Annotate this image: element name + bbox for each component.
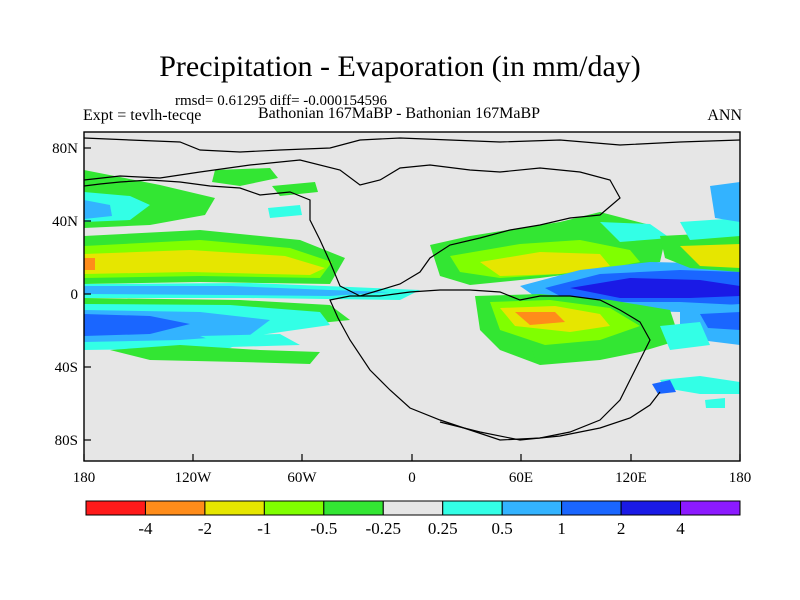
y-tick-label: 40S [55, 360, 78, 376]
southeast-cyan-edge [660, 322, 710, 350]
x-tick-label: 180 [729, 470, 752, 486]
experiment-label: Expt = tevlh-tecqe [83, 107, 202, 124]
x-tick-label: 0 [408, 470, 416, 486]
colorbar-swatch [620, 500, 682, 516]
colorbar-label: -1 [257, 519, 271, 538]
stats-line: rmsd= 0.61295 diff= -0.000154596 [175, 93, 388, 109]
south-pacific-cyan-streak [200, 334, 300, 347]
colorbar-label: -0.25 [366, 519, 401, 538]
southern-storm-core [652, 380, 676, 394]
colorbar-swatch [204, 500, 265, 516]
south-pacific-dry-streak [110, 345, 320, 364]
y-tick-label: 80N [52, 141, 78, 157]
arctic-coastline [84, 137, 740, 153]
colorbar-label: -4 [138, 519, 153, 538]
east-tethys-yellow [680, 244, 740, 268]
subtitle: Bathonian 167MaBP - Bathonian 167MaBP [258, 105, 541, 122]
colorbar-label: 4 [676, 519, 685, 538]
tethys-wet-core [570, 278, 740, 298]
north-atlantic-green-blob [212, 168, 278, 186]
colorbar-label: -2 [198, 519, 212, 538]
colorbar-swatch [323, 500, 384, 516]
x-tick-label: 60E [509, 470, 533, 486]
x-tick-label: 120W [175, 470, 213, 486]
colorbar-label: 2 [617, 519, 626, 538]
colorbar-swatch [561, 500, 622, 516]
colorbar: -4 -2 -1 -0.5 -0.25 0.25 0.5 1 2 4 [85, 500, 741, 538]
colorbar-swatch [263, 500, 325, 516]
colorbar-label: 0.25 [428, 519, 458, 538]
colorbar-swatch [501, 500, 563, 516]
gondwana-coastline [329, 289, 651, 441]
y-tick-label: 0 [71, 287, 79, 303]
north-pacific-wet-core-2 [84, 200, 112, 219]
southern-storm-track [660, 376, 740, 394]
y-tick-label: 80S [55, 433, 78, 449]
north-pacific-dry-band-max [84, 258, 95, 270]
colorbar-label: 0.5 [492, 519, 513, 538]
colorbar-swatch [144, 500, 206, 516]
colorbar-swatch [680, 500, 741, 516]
east-tethys-blue [710, 182, 740, 222]
tethys-dry-core [480, 252, 610, 276]
season-label: ANN [707, 107, 742, 124]
south-green-spot [530, 345, 560, 360]
x-tick-label: 120E [615, 470, 647, 486]
laurasia-coastline [84, 159, 621, 297]
east-tethys-cyan [680, 218, 740, 240]
axis-ticks [83, 147, 741, 461]
colorbar-label: -0.5 [310, 519, 337, 538]
far-south-cyan-spot [705, 398, 725, 408]
colorbar-swatch [382, 500, 444, 516]
antarctic-coastline [439, 391, 661, 441]
tethys-cyan-top [600, 222, 670, 242]
x-tick-label: 180 [73, 470, 96, 486]
south-pacific-wet-core [84, 314, 190, 336]
colorbar-swatch [85, 500, 146, 516]
plot-title: Precipitation - Evaporation (in mm/day) [159, 50, 641, 83]
x-tick-labels: 180 120W 60W 0 60E 120E 180 [73, 470, 752, 486]
x-tick-label: 60W [287, 470, 317, 486]
southern-tethys-max [515, 312, 565, 325]
north-atlantic-cyan-patch [268, 205, 302, 218]
anomaly-field [84, 168, 740, 408]
y-tick-labels: 80N 40N 0 40S 80S [52, 141, 78, 449]
y-tick-label: 40N [52, 214, 78, 230]
north-pacific-dry-band-core [84, 250, 325, 275]
southeast-wet-core [700, 312, 740, 330]
colorbar-label: 1 [557, 519, 566, 538]
coastlines [84, 137, 740, 441]
equatorial-wet-band-inner [84, 286, 390, 296]
colorbar-swatch [442, 500, 503, 516]
